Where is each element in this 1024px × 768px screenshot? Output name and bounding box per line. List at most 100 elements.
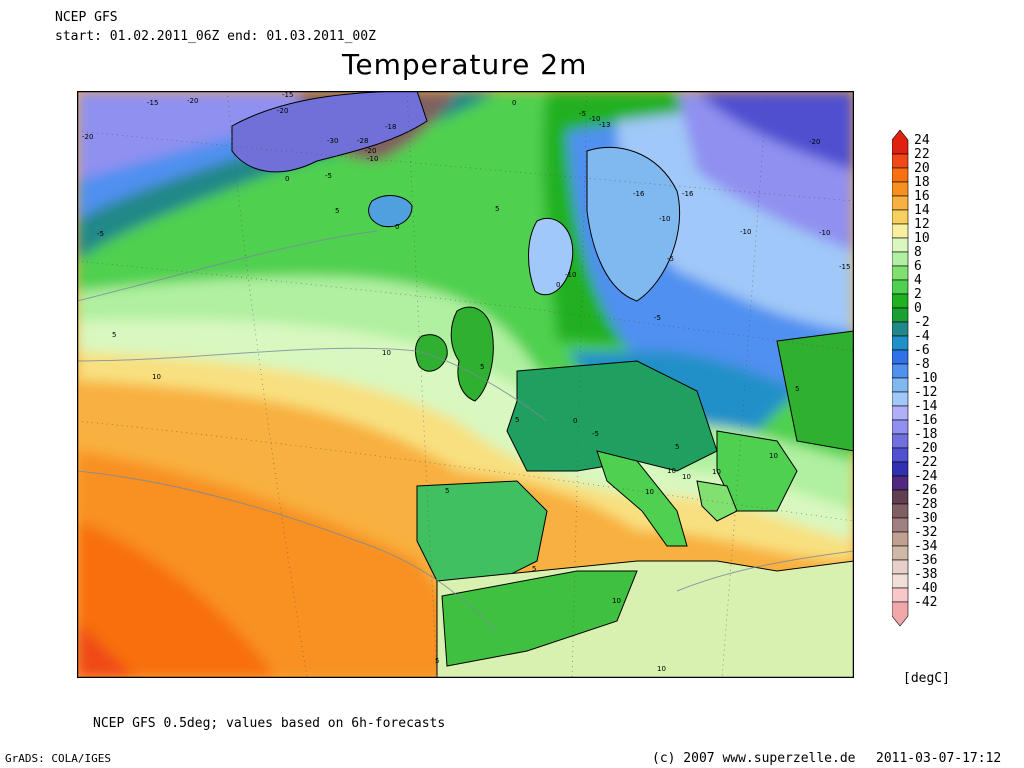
- contour-label: -10: [367, 155, 378, 163]
- legend-swatch: [892, 433, 909, 449]
- legend-swatch: [892, 503, 909, 519]
- legend-level-label: 18: [914, 175, 930, 190]
- legend-swatch: [892, 153, 909, 169]
- contour-label: -20: [277, 107, 288, 115]
- legend-level-label: -14: [914, 399, 938, 414]
- legend-level-label: -38: [914, 567, 938, 582]
- contour-label: 5: [675, 443, 679, 451]
- contour-label: -30: [327, 137, 338, 145]
- legend-level-label: 4: [914, 273, 922, 288]
- contour-label: -16: [633, 190, 645, 198]
- legend-level-label: -30: [914, 511, 938, 526]
- ukraine: [776, 330, 854, 452]
- legend-swatch: [892, 181, 909, 197]
- contour-label: -20: [809, 138, 820, 146]
- legend-swatch: [892, 237, 909, 253]
- contour-label: 0: [512, 99, 516, 107]
- contour-label: 0: [395, 223, 399, 231]
- iberia: [416, 480, 548, 582]
- unit-label: [degC]: [903, 671, 950, 686]
- legend-level-label: -42: [914, 595, 938, 610]
- legend-swatch: [892, 475, 909, 491]
- legend-level-label: 8: [914, 245, 922, 260]
- legend-level-label: -8: [914, 357, 930, 372]
- contour-label: 5: [532, 565, 536, 573]
- legend-swatch: [892, 209, 909, 225]
- legend-level-label: -16: [914, 413, 938, 428]
- legend-swatch: [892, 265, 909, 281]
- legend-level-label: -26: [914, 483, 938, 498]
- legend-swatch: [892, 363, 909, 379]
- contour-label: -5: [667, 255, 674, 263]
- legend-swatch: [892, 335, 909, 351]
- legend-swatch: [892, 419, 909, 435]
- temperature-map: -15 -20 -15 -20 -20 -30 -28 -18 -20 -10 …: [77, 91, 854, 678]
- legend-level-label: 22: [914, 147, 930, 162]
- contour-label: -5: [654, 314, 661, 322]
- contour-label: 10: [152, 373, 161, 381]
- contour-label: -15: [282, 91, 293, 99]
- contour-label: -13: [599, 121, 610, 129]
- contour-label: -5: [97, 230, 104, 238]
- contour-label: -20: [187, 97, 198, 105]
- legend-swatch: [892, 307, 909, 323]
- legend-swatch: [892, 531, 909, 547]
- legend-swatch: [892, 293, 909, 309]
- band-20: [77, 521, 277, 678]
- legend-swatch: [892, 573, 909, 589]
- contour-label: -5: [592, 430, 599, 438]
- contour-label: -10: [659, 215, 670, 223]
- contour-label: 0: [285, 175, 289, 183]
- great-britain: [450, 306, 494, 402]
- landmasses: [231, 91, 854, 678]
- legend-level-label: -6: [914, 343, 930, 358]
- contour-label: -28: [357, 137, 368, 145]
- legend-level-label: 14: [914, 203, 930, 218]
- contour-label: -20: [82, 133, 93, 141]
- legend-level-label: 6: [914, 259, 922, 274]
- graticule: [77, 91, 854, 678]
- legend-level-label: 20: [914, 161, 930, 176]
- legend-swatch: [892, 349, 909, 365]
- contour-label: -10: [740, 228, 751, 236]
- contour-label: -5: [325, 172, 332, 180]
- contour-label: -20: [365, 147, 376, 155]
- legend-level-label: -24: [914, 469, 938, 484]
- legend-level-label: -40: [914, 581, 938, 596]
- band-arctic: [697, 91, 854, 171]
- contour-label: 0: [573, 417, 577, 425]
- legend-level-label: 10: [914, 231, 930, 246]
- iceland: [368, 195, 413, 228]
- legend-level-label: -32: [914, 525, 938, 540]
- contour-label: 5: [795, 385, 799, 393]
- legend-swatch: [892, 489, 909, 505]
- contour-label: -10: [589, 115, 600, 123]
- legend-level-label: 12: [914, 217, 930, 232]
- contour-labels: -15 -20 -15 -20 -20 -30 -28 -18 -20 -10 …: [82, 91, 850, 673]
- legend-level-label: 2: [914, 287, 922, 302]
- contour-label: 10: [612, 597, 621, 605]
- legend-swatch: [892, 559, 909, 575]
- ireland: [414, 334, 448, 372]
- legend-level-label: 24: [914, 133, 930, 148]
- balkans: [716, 430, 798, 512]
- sweden-finland: [586, 146, 681, 302]
- contour-label: 10: [382, 349, 391, 357]
- contour-label: 10: [645, 488, 654, 496]
- color-legend: [892, 130, 909, 627]
- legend-level-label: 16: [914, 189, 930, 204]
- legend-level-label: -36: [914, 553, 938, 568]
- legend-swatch: [892, 279, 909, 295]
- map-frame: [77, 91, 854, 678]
- legend-swatch: [892, 130, 909, 155]
- contour-label: 5: [335, 207, 339, 215]
- contour-label: -10: [565, 271, 576, 279]
- legend-swatch: [892, 251, 909, 267]
- legend-swatch: [892, 447, 909, 463]
- norway: [528, 217, 574, 296]
- footer-note: NCEP GFS 0.5deg; values based on 6h-fore…: [93, 716, 446, 731]
- legend-level-label: -28: [914, 497, 938, 512]
- timestamp: 2011-03-07-17:12: [876, 751, 1002, 766]
- copyright: (c) 2007 www.superzelle.de: [652, 751, 856, 766]
- contour-label: 5: [495, 205, 499, 213]
